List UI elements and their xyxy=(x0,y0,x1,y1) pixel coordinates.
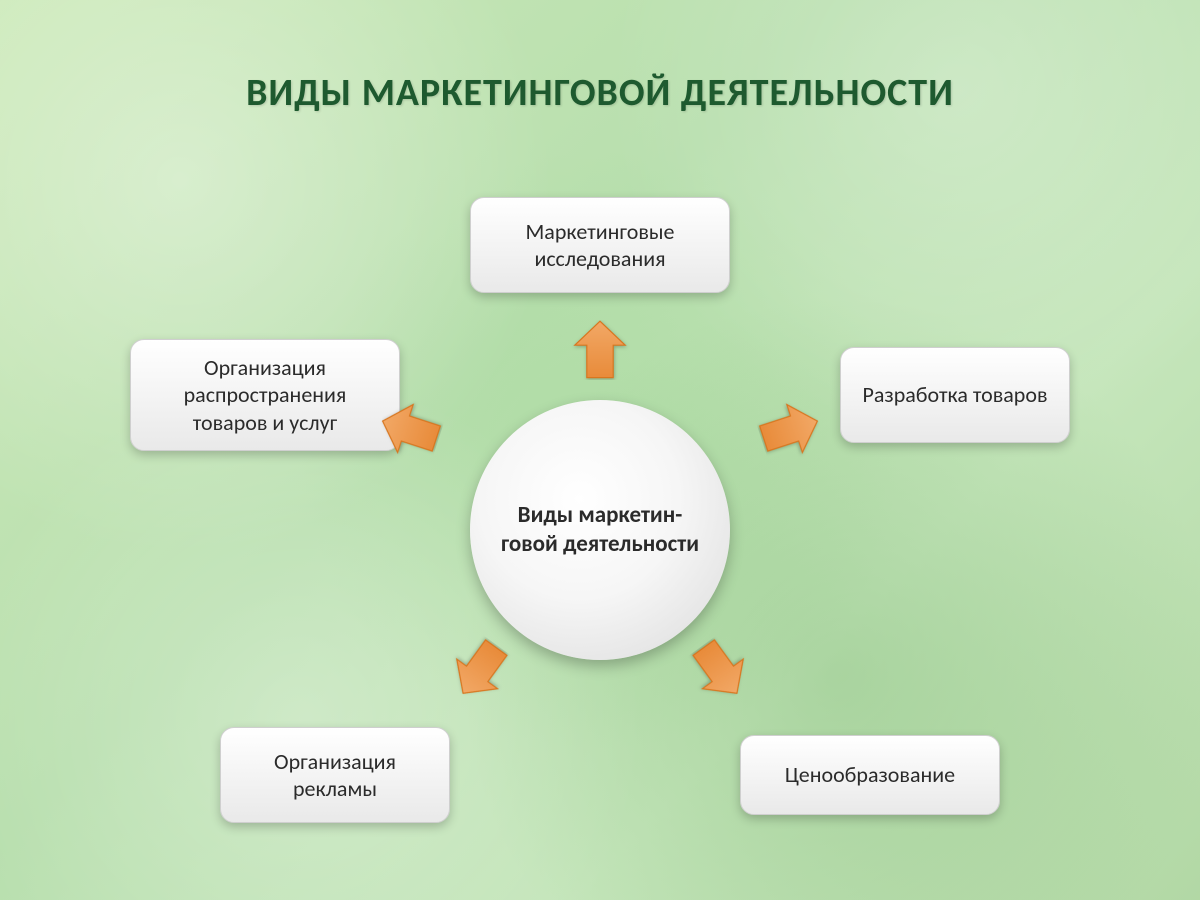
node-label: Маркетинговые исследования xyxy=(485,218,715,273)
node-advertising: Организация рекламы xyxy=(220,727,450,823)
node-pricing: Ценообразование xyxy=(740,735,1000,815)
node-label: Разработка товаров xyxy=(862,381,1047,409)
node-research: Маркетинговые исследования xyxy=(470,197,730,293)
node-label: Ценообразование xyxy=(785,761,955,789)
arrow-research xyxy=(570,320,630,380)
center-node: Виды маркетин-говой деятельности xyxy=(470,400,730,660)
page-title: ВИДЫ МАРКЕТИНГОВОЙ ДЕЯТЕЛЬНОСТИ xyxy=(0,70,1200,116)
node-development: Разработка товаров xyxy=(840,347,1070,443)
diagram-canvas: ВИДЫ МАРКЕТИНГОВОЙ ДЕЯТЕЛЬНОСТИ Виды мар… xyxy=(0,0,1200,900)
node-label: Организация распространения товаров и ус… xyxy=(145,354,385,437)
center-label: Виды маркетин-говой деятельности xyxy=(501,501,699,559)
node-distribution: Организация распространения товаров и ус… xyxy=(130,339,400,451)
node-label: Организация рекламы xyxy=(235,748,435,803)
